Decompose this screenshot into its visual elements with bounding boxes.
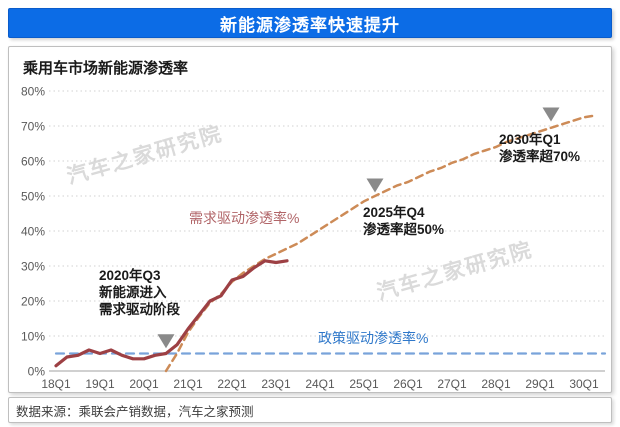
- annotation-line: 2030年Q1: [499, 132, 561, 147]
- y-axis-tick-label: 80%: [21, 85, 45, 99]
- x-axis-tick-label: 19Q1: [85, 377, 115, 391]
- chart-plot: 0% 10% 20% 30% 40% 50% 60% 70% 80% 18Q1 19Q1 20Q1 21…: [21, 85, 607, 391]
- x-axis-tick-label: 29Q1: [525, 377, 555, 391]
- data-source: 数据来源：乘联会产销数据，汽车之家预测: [16, 404, 254, 419]
- x-axis-tick-label: 27Q1: [437, 377, 467, 391]
- triangle-marker-icon: [157, 334, 175, 349]
- y-axis-tick-label: 10%: [21, 330, 45, 344]
- annotation-line: 需求驱动阶段: [99, 302, 180, 317]
- page-title: 新能源渗透率快速提升: [220, 15, 400, 35]
- triangle-marker-icon: [542, 107, 560, 122]
- chart-panel: 乘用车市场新能源渗透率 汽车之家研究院 汽车之家研究院 0% 10% 20% 30% 4…: [8, 46, 612, 393]
- annotation-line: 新能源进入: [99, 285, 167, 300]
- annotation-2025q4: 2025年Q4 渗透率超50%: [363, 204, 444, 238]
- x-axis-tick-label: 18Q1: [41, 377, 71, 391]
- x-axis-tick-label: 25Q1: [349, 377, 379, 391]
- actual-penetration-line: [54, 259, 289, 368]
- annotation-2030q1: 2030年Q1 渗透率超70%: [499, 131, 580, 165]
- x-axis-tick-label: 24Q1: [305, 377, 335, 391]
- chart-title: 乘用车市场新能源渗透率: [23, 60, 189, 77]
- annotation-line: 渗透率超50%: [363, 222, 445, 237]
- x-axis-tick-label: 21Q1: [173, 377, 203, 391]
- demand-series-label: 需求驱动渗透率%: [189, 210, 300, 226]
- policy-series-label: 政策驱动渗透率%: [318, 330, 429, 346]
- y-axis-tick-label: 40%: [21, 225, 45, 239]
- x-axis-tick-label: 22Q1: [217, 377, 247, 391]
- y-axis-tick-label: 60%: [21, 155, 45, 169]
- x-axis-tick-label: 28Q1: [481, 377, 511, 391]
- y-axis-tick-label: 50%: [21, 190, 45, 204]
- annotation-2020q3: 2020年Q3 新能源进入 需求驱动阶段: [99, 267, 180, 318]
- x-axis-tick-label: 20Q1: [129, 377, 159, 391]
- annotation-line: 渗透率超70%: [499, 149, 581, 164]
- footer-panel: 数据来源：乘联会产销数据，汽车之家预测: [8, 397, 612, 423]
- x-axis-tick-label: 30Q1: [569, 377, 599, 391]
- triangle-marker-icon: [366, 178, 384, 193]
- annotation-line: 2025年Q4: [363, 205, 425, 220]
- x-axis-tick-label: 26Q1: [393, 377, 423, 391]
- header-banner: 新能源渗透率快速提升: [8, 8, 612, 38]
- x-axis-tick-label: 23Q1: [261, 377, 291, 391]
- y-axis-tick-label: 30%: [21, 260, 45, 274]
- y-axis-tick-label: 0%: [28, 365, 46, 379]
- y-axis-tick-label: 70%: [21, 120, 45, 134]
- annotation-line: 2020年Q3: [99, 268, 161, 283]
- y-axis-tick-label: 20%: [21, 295, 45, 309]
